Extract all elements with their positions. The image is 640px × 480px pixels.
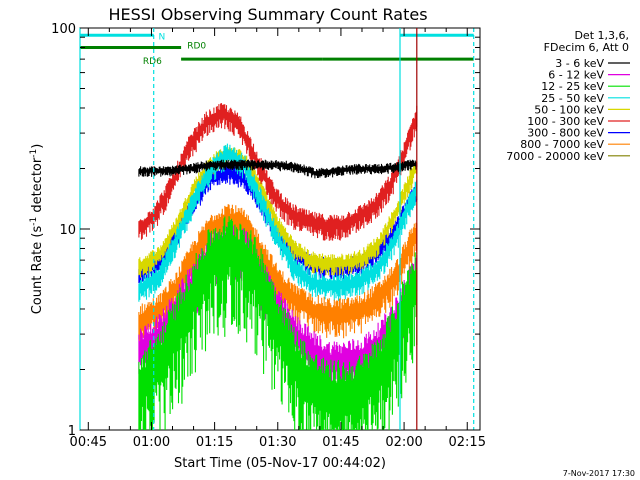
y-axis-label-close: ) <box>30 144 45 149</box>
bar-label-rd0: RD0 <box>187 42 206 52</box>
y-axis-label-sup2: -1 <box>29 149 39 158</box>
y-tick-label-2: 100 <box>51 22 76 37</box>
legend-label-5: 100 - 300 keV <box>527 115 604 128</box>
x-tick-label-1: 01:00 <box>133 435 170 450</box>
y-axis-label: Count Rate (s-1 detector-1) <box>29 144 45 315</box>
legend-label-0: 3 - 6 keV <box>555 57 604 70</box>
x-axis-ticks: 00:45 01:00 01:15 01:30 01:45 02:00 02:15 <box>70 28 486 450</box>
y-axis-label-tail: detector <box>30 157 45 217</box>
observing-bars: N RD0 RD6 <box>80 32 474 67</box>
y-tick-label-1: 10 <box>59 223 76 238</box>
legend-label-4: 50 - 100 keV <box>534 103 604 116</box>
legend-label-3: 25 - 50 keV <box>541 92 604 105</box>
series-0-trace <box>138 159 418 179</box>
y-axis-ticks: 1 10 100 <box>51 22 480 439</box>
legend-label-6: 300 - 800 keV <box>527 127 604 140</box>
plot-area: N RD0 RD6 00:45 01:00 01:15 01:30 01:45 02:00 02… <box>51 22 486 450</box>
series-3-trace <box>138 143 418 302</box>
x-tick-label-5: 02:00 <box>385 435 422 450</box>
x-tick-label-6: 02:15 <box>449 435 486 450</box>
x-tick-label-3: 01:30 <box>259 435 296 450</box>
x-axis-label: Start Time (05-Nov-17 00:44:02) <box>174 456 386 471</box>
series-5-trace <box>138 103 418 241</box>
legend-label-8: 7000 - 20000 keV <box>506 150 604 163</box>
legend-label-2: 12 - 25 keV <box>541 80 604 93</box>
event-lines <box>79 28 475 430</box>
y-axis-label-sup: -1 <box>29 217 39 226</box>
bar-label-rd6: RD6 <box>143 57 162 67</box>
legend-header-line-2: FDecim 6, Att 0 <box>544 41 629 54</box>
y-axis-label-main: Count Rate (s <box>30 226 45 315</box>
bar-label-n: N <box>159 32 166 42</box>
footer-timestamp: 7-Nov-2017 17:30 <box>563 469 635 478</box>
legend-header-line-1: Det 1,3,6, <box>574 29 629 42</box>
series-layer <box>138 103 418 430</box>
x-tick-label-4: 01:45 <box>322 435 359 450</box>
y-tick-label-0: 1 <box>68 424 76 439</box>
series-2-trace <box>138 216 418 430</box>
chart-title: HESSI Observing Summary Count Rates <box>108 5 427 24</box>
x-tick-label-2: 01:15 <box>196 435 233 450</box>
legend-label-1: 6 - 12 keV <box>548 69 604 82</box>
x-tick-label-0: 00:45 <box>70 435 107 450</box>
legend-label-7: 800 - 7000 keV <box>520 138 604 151</box>
